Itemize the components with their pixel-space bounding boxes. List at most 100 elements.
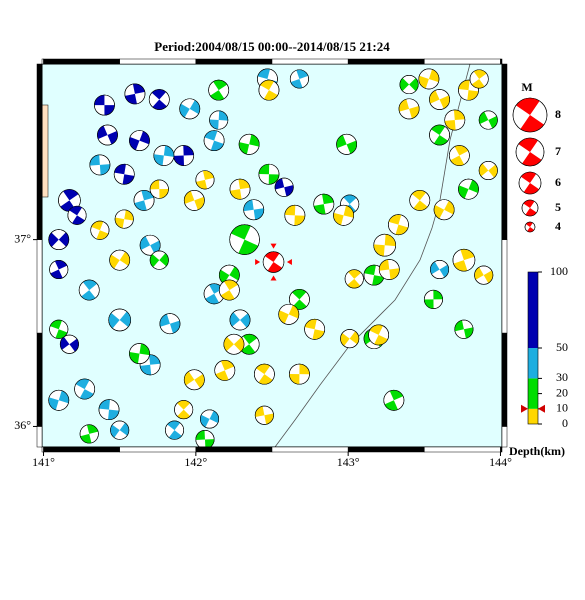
ball-lobe: [238, 179, 250, 190]
ball-lobe: [431, 124, 446, 135]
event-ball: [129, 343, 150, 364]
event-ball: [340, 329, 360, 349]
event-ball: [238, 333, 260, 355]
event-ball: [49, 260, 69, 280]
event-ball: [218, 264, 240, 286]
event-ball: [344, 269, 364, 289]
ball-outline: [90, 220, 110, 240]
ball-lobe: [473, 69, 487, 79]
ball-outline: [110, 420, 130, 440]
event-ball: [149, 250, 169, 270]
event-ball: [278, 303, 300, 325]
event-ball: [304, 318, 326, 340]
event-ball: [430, 260, 450, 280]
ball-outline: [79, 424, 99, 444]
ball-lobe: [479, 163, 489, 177]
magnitude-legend-title: M: [521, 80, 532, 94]
frame-bar: [347, 446, 425, 453]
ball-lobe: [249, 134, 260, 147]
legend-label: 7: [555, 144, 561, 158]
event-ball: [148, 89, 170, 110]
ball-outline: [378, 259, 400, 280]
event-ball: [336, 133, 358, 155]
ball-outline: [278, 303, 300, 325]
ball-outline: [388, 214, 409, 236]
ball-outline: [94, 94, 115, 116]
ball-outline: [289, 289, 310, 310]
ball-lobe: [195, 430, 205, 440]
ball-lobe: [194, 374, 205, 389]
event-ball: [48, 389, 70, 411]
main-event-ball: [262, 251, 285, 273]
ball-lobe: [264, 251, 280, 263]
ball-lobe: [346, 140, 357, 154]
event-ball: [238, 133, 260, 155]
event-ball: [195, 430, 215, 447]
event-ball: [418, 68, 440, 90]
ball-lobe: [284, 205, 296, 216]
frame-bar: [195, 446, 273, 453]
event-ball: [452, 248, 476, 272]
ball-lobe: [167, 420, 181, 431]
ball-lobe: [267, 262, 283, 273]
ball-lobe: [333, 212, 344, 226]
ball-lobe: [253, 208, 264, 220]
ball-lobe: [108, 409, 120, 420]
event-ball: [110, 420, 130, 440]
legend-ball: [512, 97, 548, 133]
ball-lobe: [119, 251, 130, 266]
ball-lobe: [189, 100, 200, 114]
ball-lobe: [522, 152, 542, 166]
events: [48, 68, 498, 447]
ball-outline: [214, 359, 236, 381]
ball-outline: [340, 329, 360, 349]
ball-outline: [139, 234, 161, 256]
ball-lobe: [518, 138, 538, 152]
frame-bar: [424, 58, 501, 65]
event-ball: [243, 199, 265, 221]
ball-lobe: [109, 254, 120, 269]
event-ball: [49, 319, 69, 339]
ball-outline: [48, 229, 70, 251]
depth-band: [528, 348, 538, 379]
ball-lobe: [450, 155, 465, 166]
ball-lobe: [444, 200, 455, 215]
ball-lobe: [210, 90, 225, 101]
ball-lobe: [364, 265, 376, 276]
ball-lobe: [96, 230, 109, 240]
event-ball: [409, 189, 431, 211]
ball-outline: [195, 170, 215, 190]
ball-lobe: [389, 390, 404, 401]
ball-outline: [133, 189, 155, 211]
event-ball: [368, 324, 390, 346]
ball-lobe: [153, 154, 164, 166]
legend-ball: [518, 171, 542, 195]
event-ball: [109, 249, 131, 271]
ball-lobe: [163, 145, 174, 157]
frame-bar: [501, 63, 508, 240]
y-tick-label: 37°: [14, 231, 31, 245]
ball-lobe: [209, 410, 219, 424]
event-ball: [195, 170, 215, 190]
ball-lobe: [104, 105, 115, 116]
ball-lobe: [243, 334, 258, 345]
ball-outline: [274, 177, 294, 197]
event-ball: [433, 199, 455, 221]
ball-lobe: [107, 131, 118, 145]
ball-lobe: [132, 83, 145, 94]
ball-lobe: [119, 311, 131, 328]
ball-lobe: [202, 170, 214, 180]
ball-lobe: [274, 178, 285, 190]
legend-label: 8: [555, 107, 561, 121]
ball-lobe: [151, 89, 167, 100]
event-ball: [179, 98, 201, 120]
ball-outline: [223, 333, 245, 355]
event-ball: [254, 405, 274, 425]
ball-outline: [159, 313, 181, 335]
event-ball: [48, 229, 70, 251]
ball-lobe: [369, 324, 383, 335]
ball-lobe: [343, 194, 357, 205]
ball-outline: [203, 130, 225, 152]
x-tick-label: 144°: [489, 455, 512, 469]
ball-outline: [253, 363, 275, 385]
